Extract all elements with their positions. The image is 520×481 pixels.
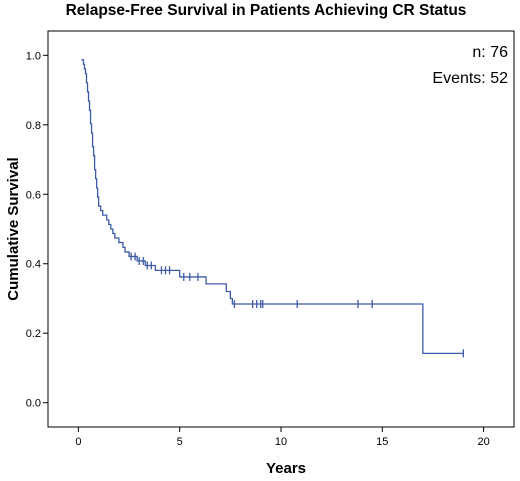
x-axis-label: Years [266, 460, 306, 477]
x-tick-label: 5 [177, 436, 183, 448]
n-annotation: n: 76 [472, 44, 508, 61]
x-tick-label: 0 [75, 436, 81, 448]
y-axis: 0.0 0.2 0.4 0.6 0.8 1.0 [26, 50, 48, 410]
x-tick-label: 10 [275, 436, 287, 448]
x-axis: 0 5 10 15 20 [75, 427, 490, 448]
x-tick-label: 20 [477, 436, 489, 448]
survival-step-line [81, 59, 464, 355]
y-tick-label: 0.0 [26, 398, 41, 410]
y-tick-label: 0.8 [26, 120, 41, 132]
y-tick-label: 0.6 [26, 189, 41, 201]
y-axis-label: Cumulative Survival [5, 157, 22, 300]
plot-frame [47, 30, 515, 428]
y-tick-label: 1.0 [26, 50, 41, 62]
y-tick-label: 0.4 [26, 259, 41, 271]
y-tick-label: 0.2 [26, 328, 41, 340]
events-annotation: Events: 52 [432, 70, 508, 87]
x-tick-label: 15 [376, 436, 388, 448]
survival-series [81, 59, 464, 358]
chart-title: Relapse-Free Survival in Patients Achiev… [66, 2, 467, 19]
